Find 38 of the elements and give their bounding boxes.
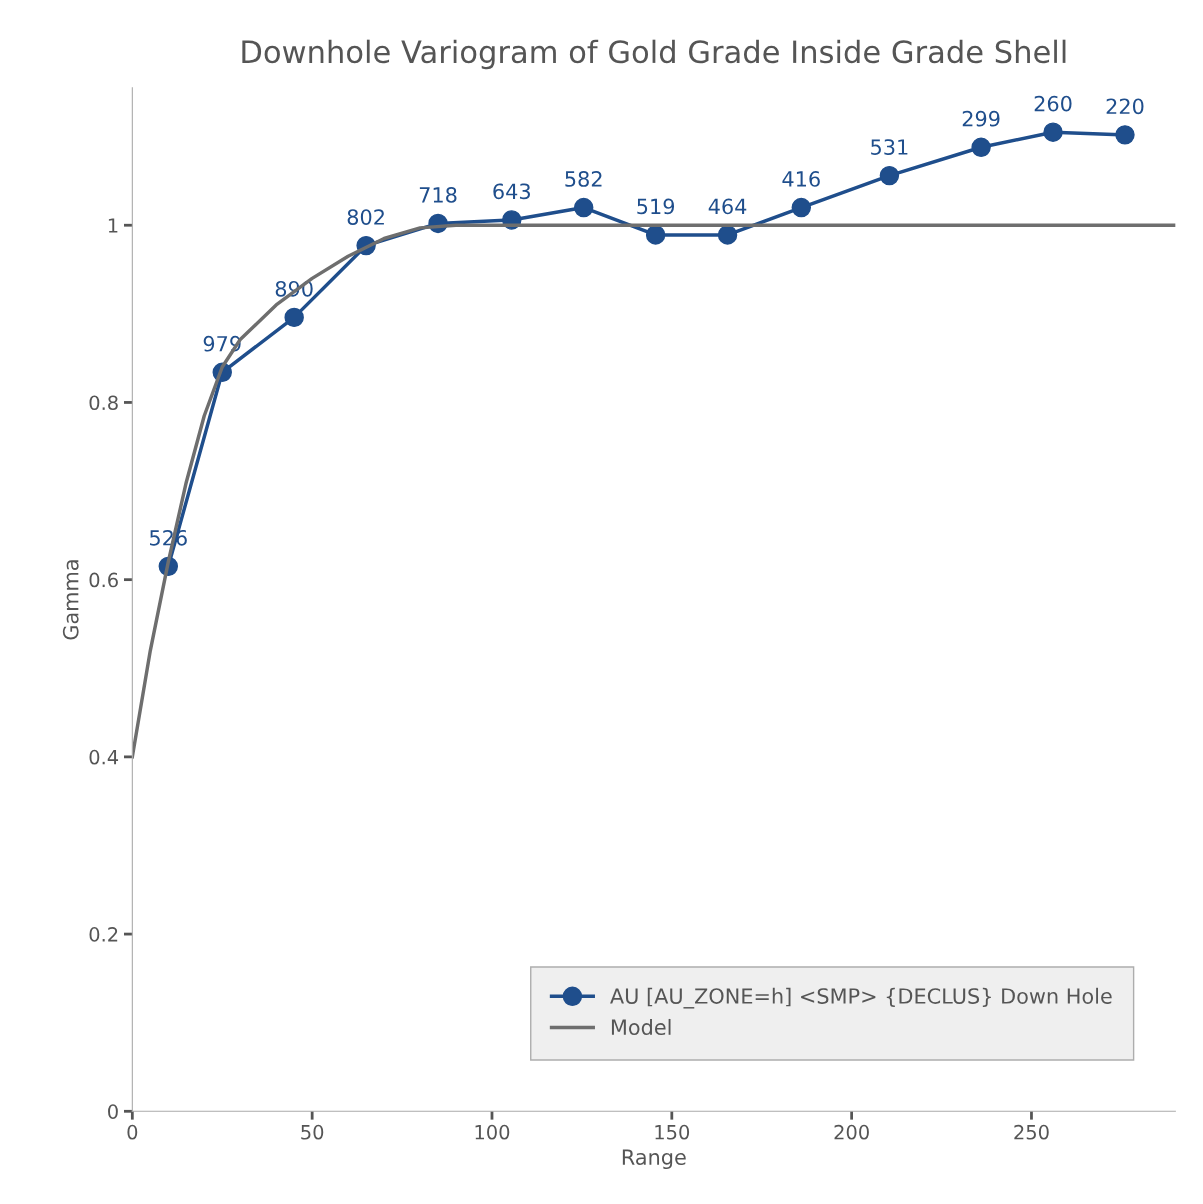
annotation: 464 [708, 198, 747, 215]
point [645, 225, 666, 245]
point [284, 307, 304, 328]
point [1115, 125, 1135, 145]
y-tick-label: 0.6 [89, 572, 118, 588]
annotation: 802 [347, 209, 384, 225]
annotation: 519 [637, 198, 675, 215]
point [573, 197, 594, 218]
x-tick-label: 0 [127, 1124, 138, 1140]
x-axis-title: Range [622, 1149, 686, 1170]
chart-title: Downhole Variogram of Gold Grade Inside Grade Shell [242, 39, 1066, 70]
x-tick-label: 250 [1014, 1124, 1049, 1140]
line-series [132, 223, 1176, 759]
legend-label: AU [AU_ZONE=h] <SMP> {DECLUS} Down Hole [610, 987, 1112, 1009]
y-tick-label: 1 [108, 218, 118, 233]
point [971, 137, 991, 157]
y-tick-label: 0 [108, 1104, 118, 1119]
annotation: 582 [565, 171, 602, 187]
annotation: 299 [962, 110, 1000, 127]
x-tick-label: 50 [301, 1124, 324, 1140]
x-tick-label: 200 [834, 1124, 869, 1140]
y-axis-title: Gamma [62, 560, 79, 640]
annotation: 643 [493, 183, 530, 200]
annotation: 260 [1034, 95, 1072, 112]
point [1043, 122, 1063, 142]
point [717, 225, 738, 245]
annotation: 416 [782, 171, 820, 187]
x-tick-label: 100 [475, 1124, 510, 1140]
legend-label: Model [611, 1018, 671, 1036]
annotation: 531 [871, 139, 908, 155]
annotation: 718 [419, 187, 457, 203]
point [791, 197, 812, 218]
x-tick-label: 150 [655, 1124, 690, 1140]
y-tick-label: 0.2 [89, 927, 118, 942]
y-tick-label: 0.8 [89, 395, 118, 411]
annotation: 220 [1106, 98, 1144, 115]
y-tick-label: 0.4 [89, 749, 119, 765]
point [879, 165, 900, 186]
